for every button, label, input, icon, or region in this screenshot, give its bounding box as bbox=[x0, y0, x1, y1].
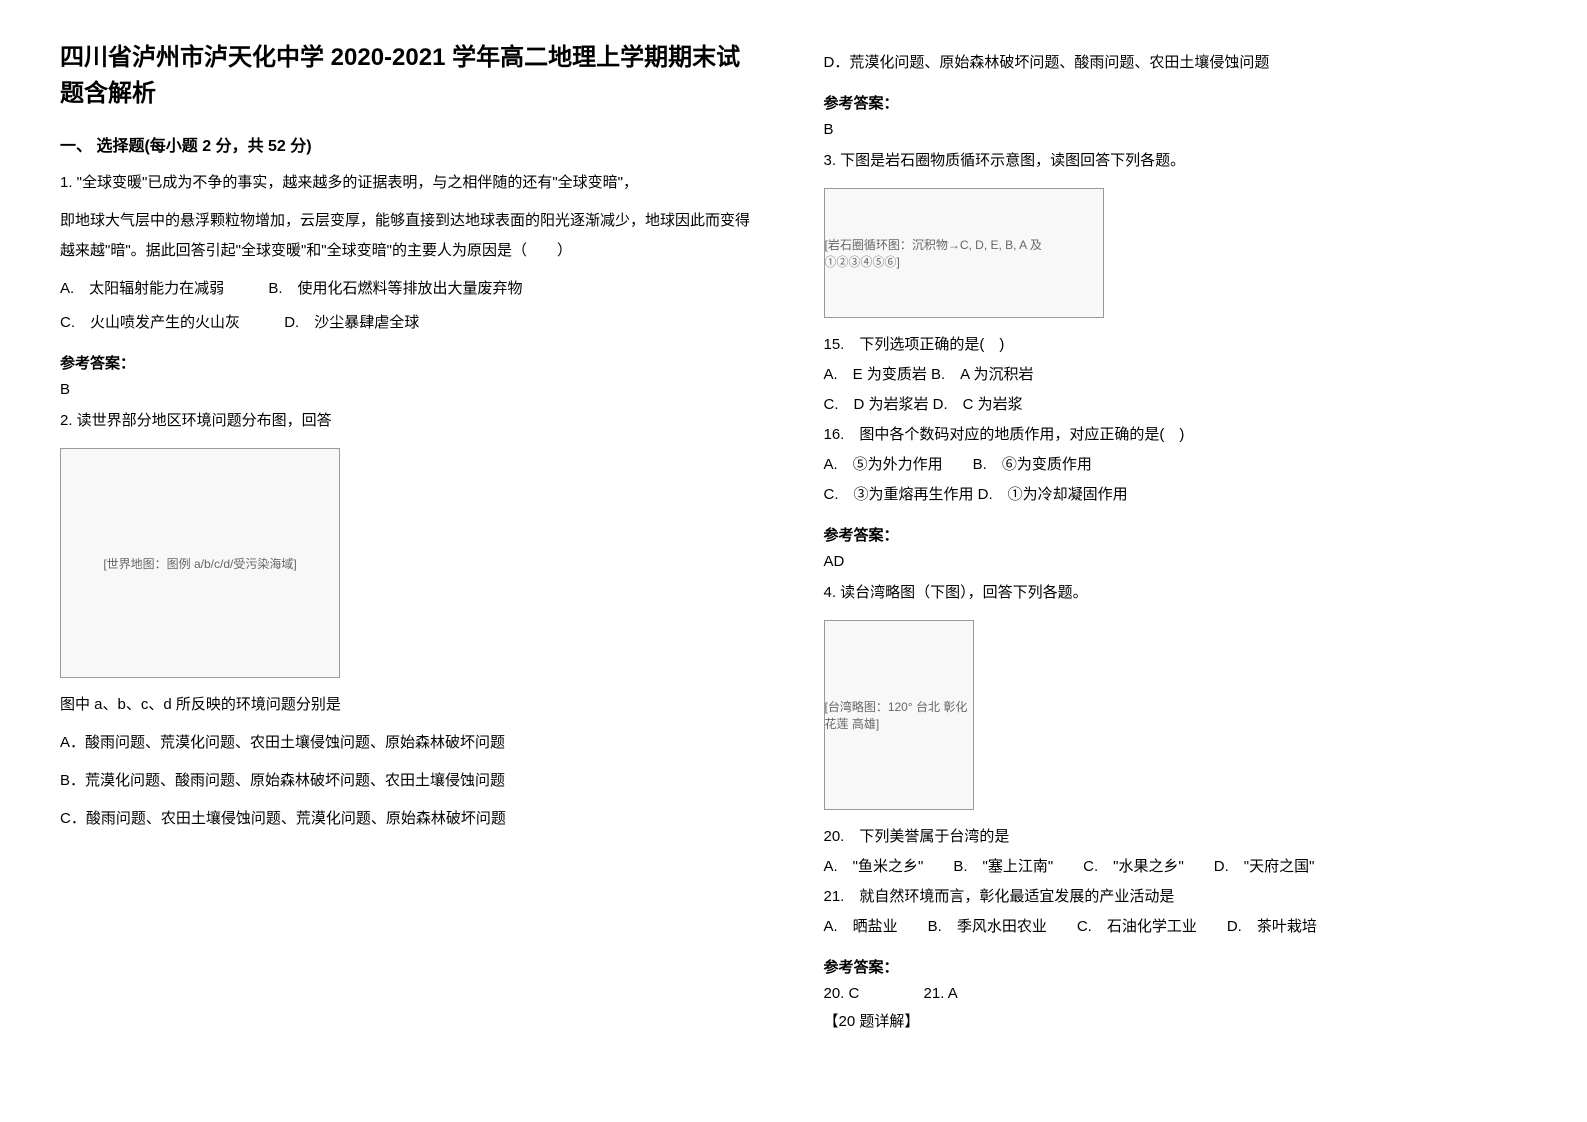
q2-map-figure: [世界地图：图例 a/b/c/d/受污染海域] bbox=[60, 448, 340, 678]
q2-opt-d: D．荒漠化问题、原始森林破坏问题、酸雨问题、农田土壤侵蚀问题 bbox=[824, 48, 1528, 78]
q16-opts-a: A. ⑤为外力作用 B. ⑥为变质作用 bbox=[824, 450, 1528, 480]
q1-text-2: 即地球大气层中的悬浮颗粒物增加，云层变厚，能够直接到达地球表面的阳光逐渐减少，地… bbox=[60, 206, 764, 266]
page-container: 四川省泸州市泸天化中学 2020-2021 学年高二地理上学期期末试题含解析 一… bbox=[60, 40, 1527, 1031]
q3-text: 3. 下图是岩石圈物质循环示意图，读图回答下列各题。 bbox=[824, 146, 1528, 176]
q1-options-row2: C. 火山喷发产生的火山灰 D. 沙尘暴肆虐全球 bbox=[60, 308, 764, 338]
q15-opts-c: C. D 为岩浆岩 D. C 为岩浆 bbox=[824, 390, 1528, 420]
document-title: 四川省泸州市泸天化中学 2020-2021 学年高二地理上学期期末试题含解析 bbox=[60, 40, 764, 112]
q15-opts-a: A. E 为变质岩 B. A 为沉积岩 bbox=[824, 360, 1528, 390]
q16-opts-c: C. ③为重熔再生作用 D. ①为冷却凝固作用 bbox=[824, 480, 1528, 510]
q4-text: 4. 读台湾略图（下图），回答下列各题。 bbox=[824, 578, 1528, 608]
q4-answer-20: 20. C bbox=[824, 985, 860, 1002]
q1-answer: B bbox=[60, 381, 764, 398]
q2-subtext: 图中 a、b、c、d 所反映的环境问题分别是 bbox=[60, 690, 764, 720]
q2-opt-c: C．酸雨问题、农田土壤侵蚀问题、荒漠化问题、原始森林破坏问题 bbox=[60, 804, 764, 834]
q4-answer-21: 21. A bbox=[924, 985, 958, 1002]
q20-opts: A. "鱼米之乡" B. "塞上江南" C. "水果之乡" D. "天府之国" bbox=[824, 852, 1528, 882]
right-column: D．荒漠化问题、原始森林破坏问题、酸雨问题、农田土壤侵蚀问题 参考答案： B 3… bbox=[824, 40, 1528, 1031]
q1-answer-label: 参考答案： bbox=[60, 352, 764, 373]
left-column: 四川省泸州市泸天化中学 2020-2021 学年高二地理上学期期末试题含解析 一… bbox=[60, 40, 764, 1031]
q1-opt-a: A. 太阳辐射能力在减弱 bbox=[60, 274, 224, 304]
q3-answer-label: 参考答案： bbox=[824, 524, 1528, 545]
q15-text: 15. 下列选项正确的是( ) bbox=[824, 330, 1528, 360]
q1-opt-d: D. 沙尘暴肆虐全球 bbox=[284, 308, 419, 338]
q1-options-row1: A. 太阳辐射能力在减弱 B. 使用化石燃料等排放出大量废弃物 bbox=[60, 274, 764, 304]
section-1-header: 一、 选择题(每小题 2 分，共 52 分) bbox=[60, 132, 764, 156]
q4-explain: 【20 题详解】 bbox=[824, 1010, 1528, 1031]
q3-answer: AD bbox=[824, 553, 1528, 570]
q4-figure-caption: [台湾略图：120° 台北 彰化 花莲 高雄] bbox=[825, 698, 973, 732]
q21-opts: A. 晒盐业 B. 季风水田农业 C. 石油化学工业 D. 茶叶栽培 bbox=[824, 912, 1528, 942]
q2-text: 2. 读世界部分地区环境问题分布图，回答 bbox=[60, 406, 764, 436]
q4-answer-label: 参考答案： bbox=[824, 956, 1528, 977]
q1-text-1: 1. "全球变暖"已成为不争的事实，越来越多的证据表明，与之相伴随的还有"全球变… bbox=[60, 168, 764, 198]
q1-opt-b: B. 使用化石燃料等排放出大量废弃物 bbox=[268, 274, 522, 304]
q2-figure-caption: [世界地图：图例 a/b/c/d/受污染海域] bbox=[103, 555, 296, 572]
q1-opt-c: C. 火山喷发产生的火山灰 bbox=[60, 308, 240, 338]
q3-diagram-figure: [岩石圈循环图：沉积物→C, D, E, B, A 及①②③④⑤⑥] bbox=[824, 188, 1104, 318]
q2-opt-a: A．酸雨问题、荒漠化问题、农田土壤侵蚀问题、原始森林破坏问题 bbox=[60, 728, 764, 758]
q2-opt-b: B．荒漠化问题、酸雨问题、原始森林破坏问题、农田土壤侵蚀问题 bbox=[60, 766, 764, 796]
q2-answer-label: 参考答案： bbox=[824, 92, 1528, 113]
q3-figure-caption: [岩石圈循环图：沉积物→C, D, E, B, A 及①②③④⑤⑥] bbox=[825, 236, 1103, 270]
q21-text: 21. 就自然环境而言，彰化最适宜发展的产业活动是 bbox=[824, 882, 1528, 912]
q16-text: 16. 图中各个数码对应的地质作用，对应正确的是( ) bbox=[824, 420, 1528, 450]
q2-answer: B bbox=[824, 121, 1528, 138]
q20-text: 20. 下列美誉属于台湾的是 bbox=[824, 822, 1528, 852]
q4-taiwan-figure: [台湾略图：120° 台北 彰化 花莲 高雄] bbox=[824, 620, 974, 810]
q4-answers: 20. C 21. A bbox=[824, 985, 1528, 1002]
